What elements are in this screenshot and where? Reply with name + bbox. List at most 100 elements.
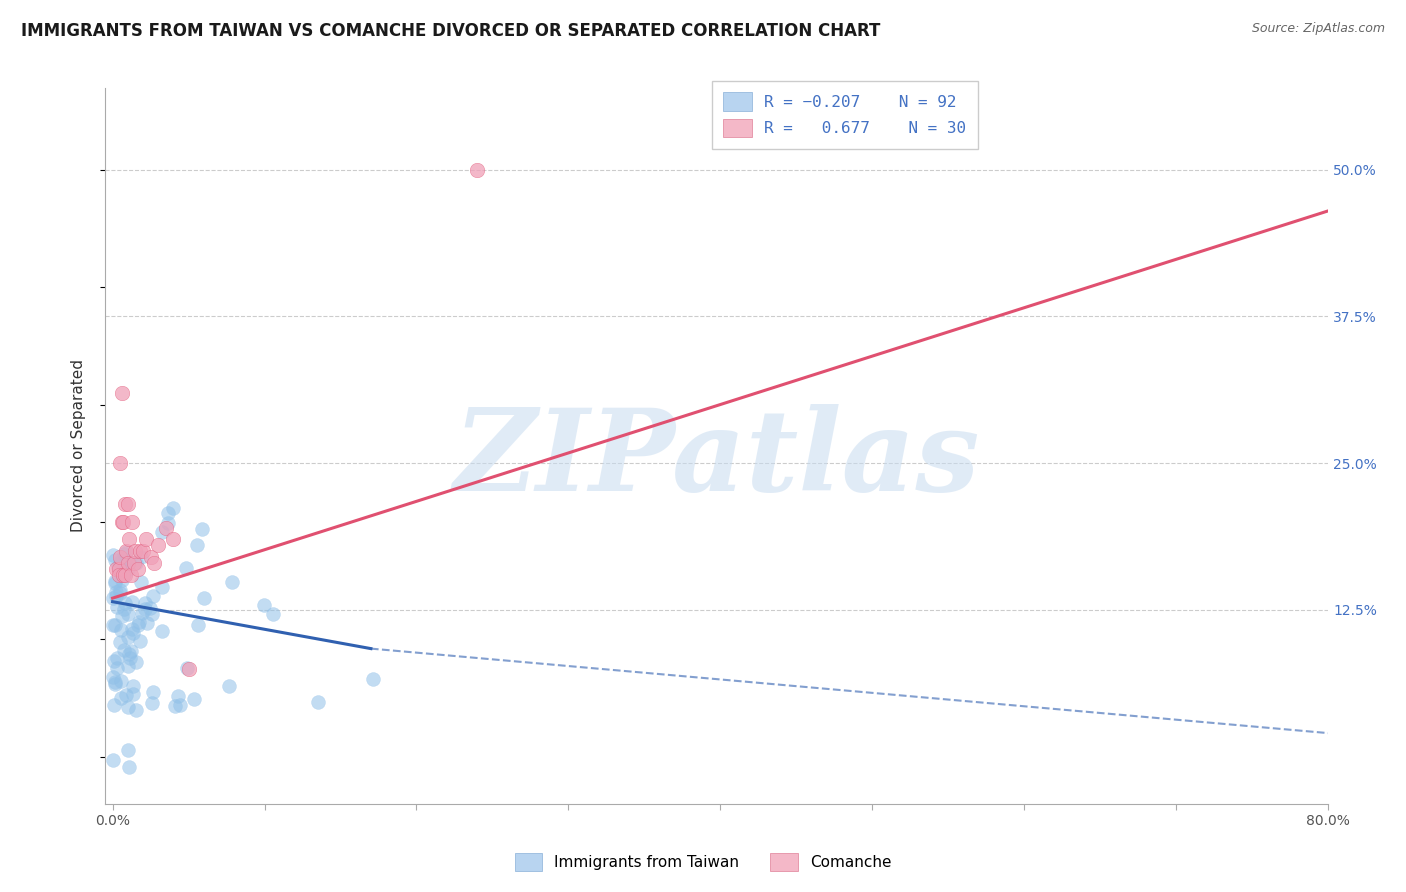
Point [163,699,186,714]
Point [135,615,157,630]
Point [176,661,198,675]
Point [157,506,180,520]
Point [118,648,141,662]
Point [150,624,173,638]
Point [129,544,152,558]
Point [103,670,125,684]
Point [112,567,135,582]
Text: ZIPatlas: ZIPatlas [453,404,980,516]
Point [117,607,139,621]
Point [121,626,143,640]
Point [122,556,145,570]
Point [122,687,145,701]
Point [132,544,155,558]
Point [142,590,165,604]
Point [221,575,243,590]
Point [104,675,127,690]
Point [218,680,240,694]
Point [121,595,143,609]
Point [114,497,136,511]
Point [139,550,162,565]
Point [121,679,143,693]
Point [110,673,132,688]
Point [125,557,148,571]
Point [141,607,163,621]
Point [111,573,134,587]
Point [104,618,127,632]
Point [129,550,152,565]
Point [105,661,128,675]
Point [134,596,156,610]
Point [103,548,125,562]
Point [129,634,152,648]
Point [107,560,129,574]
Legend: Immigrants from Taiwan, Comanche: Immigrants from Taiwan, Comanche [506,844,900,880]
Point [115,544,138,558]
Point [118,760,141,774]
Point [169,698,191,712]
Point [262,607,284,622]
Point [253,598,276,612]
Point [110,586,132,600]
Point [114,689,136,703]
Point [146,538,169,552]
Point [117,556,139,570]
Point [177,662,200,676]
Point [121,515,143,529]
Point [112,515,135,529]
Point [115,545,138,559]
Point [361,672,384,686]
Point [120,651,142,665]
Point [134,602,156,616]
Point [110,582,132,597]
Point [117,659,139,673]
Point [166,689,188,703]
Point [104,589,127,603]
Point [117,743,139,757]
Point [111,515,134,529]
Point [141,696,163,710]
Point [110,623,132,637]
Point [131,607,153,621]
Point [117,562,139,576]
Point [183,691,205,706]
Point [104,562,127,576]
Point [117,630,139,644]
Point [190,522,212,536]
Point [105,585,128,599]
Legend: R = −0.207    N = 92, R =   0.677    N = 30: R = −0.207 N = 92, R = 0.677 N = 30 [711,81,977,149]
Point [107,567,129,582]
Point [114,567,136,582]
Point [128,615,150,629]
Point [142,685,165,699]
Point [112,601,135,615]
Point [150,580,173,594]
Point [107,562,129,576]
Point [108,456,131,470]
Point [105,651,128,665]
Point [111,609,134,624]
Point [104,574,127,589]
Point [114,553,136,567]
Point [186,538,208,552]
Point [124,544,146,558]
Point [120,567,142,582]
Point [307,695,329,709]
Point [142,556,165,570]
Point [120,643,142,657]
Point [112,642,135,657]
Point [118,555,141,569]
Point [187,617,209,632]
Point [104,576,127,591]
Point [112,547,135,561]
Y-axis label: Divorced or Separated: Divorced or Separated [72,359,86,533]
Point [162,533,184,547]
Point [129,575,152,590]
Point [117,700,139,714]
Point [138,601,160,615]
Point [162,500,184,515]
Point [103,698,125,712]
Point [125,703,148,717]
Text: IMMIGRANTS FROM TAIWAN VS COMANCHE DIVORCED OR SEPARATED CORRELATION CHART: IMMIGRANTS FROM TAIWAN VS COMANCHE DIVOR… [21,22,880,40]
Point [103,677,125,691]
